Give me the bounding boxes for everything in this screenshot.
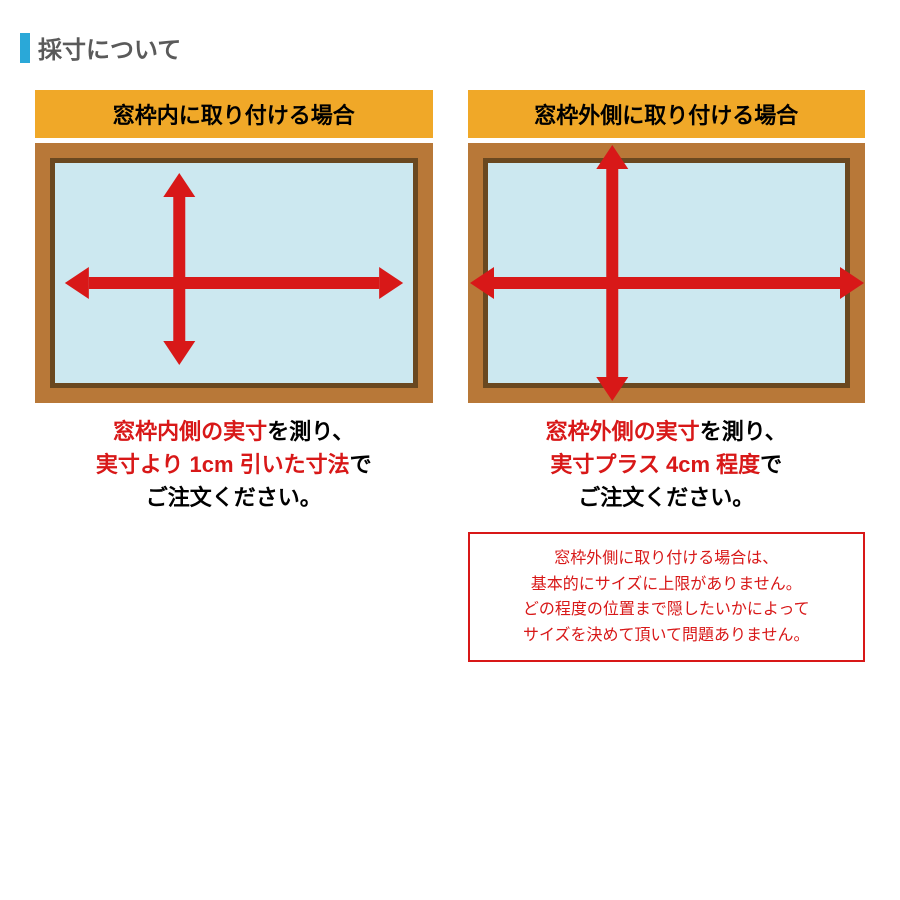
panel-outside-mount: 窓枠外側に取り付ける場合 窓枠外側の実寸を測り、 実寸プラス 4cm 程度で ご… <box>468 90 866 662</box>
note-line: 基本的にサイズに上限がありません。 <box>531 576 802 593</box>
heading-text: 採寸について <box>38 30 181 65</box>
caption-text: ご注文ください。 <box>578 485 754 510</box>
caption-text: を測り、 <box>700 419 787 444</box>
caption-inside: 窓枠内側の実寸を測り、 実寸より 1cm 引いた寸法で ご注文ください。 <box>35 415 433 514</box>
caption-text: 窓枠外側の実寸 <box>546 419 700 444</box>
note-line: どの程度の位置まで隠したいかによって <box>523 601 810 618</box>
panel-title-inside: 窓枠内に取り付ける場合 <box>35 90 433 138</box>
caption-outside: 窓枠外側の実寸を測り、 実寸プラス 4cm 程度で ご注文ください。 <box>468 415 866 514</box>
panels-container: 窓枠内に取り付ける場合 窓枠内側の実寸を測り、 実寸より 1cm 引いた寸法で … <box>20 90 880 662</box>
note-line: サイズを決めて頂いて問題ありません。 <box>523 627 810 644</box>
heading-accent-bar <box>20 33 30 63</box>
caption-text: 窓枠内側の実寸 <box>113 419 267 444</box>
caption-text: を測り、 <box>267 419 354 444</box>
note-box: 窓枠外側に取り付ける場合は、 基本的にサイズに上限がありません。 どの程度の位置… <box>468 532 866 662</box>
measurement-arrows-icon <box>468 143 866 403</box>
note-line: 窓枠外側に取り付ける場合は、 <box>554 550 778 567</box>
section-heading: 採寸について <box>20 30 880 65</box>
panel-inside-mount: 窓枠内に取り付ける場合 窓枠内側の実寸を測り、 実寸より 1cm 引いた寸法で … <box>35 90 433 662</box>
caption-text: ご注文ください。 <box>146 485 322 510</box>
caption-text: で <box>760 452 782 477</box>
measurement-arrows-icon <box>35 143 433 403</box>
caption-text: 実寸プラス 4cm 程度 <box>550 452 760 477</box>
caption-text: で <box>350 452 372 477</box>
window-diagram-outside <box>468 143 866 403</box>
panel-title-outside: 窓枠外側に取り付ける場合 <box>468 90 866 138</box>
caption-text: 実寸より 1cm 引いた寸法 <box>96 452 350 477</box>
window-diagram-inside <box>35 143 433 403</box>
